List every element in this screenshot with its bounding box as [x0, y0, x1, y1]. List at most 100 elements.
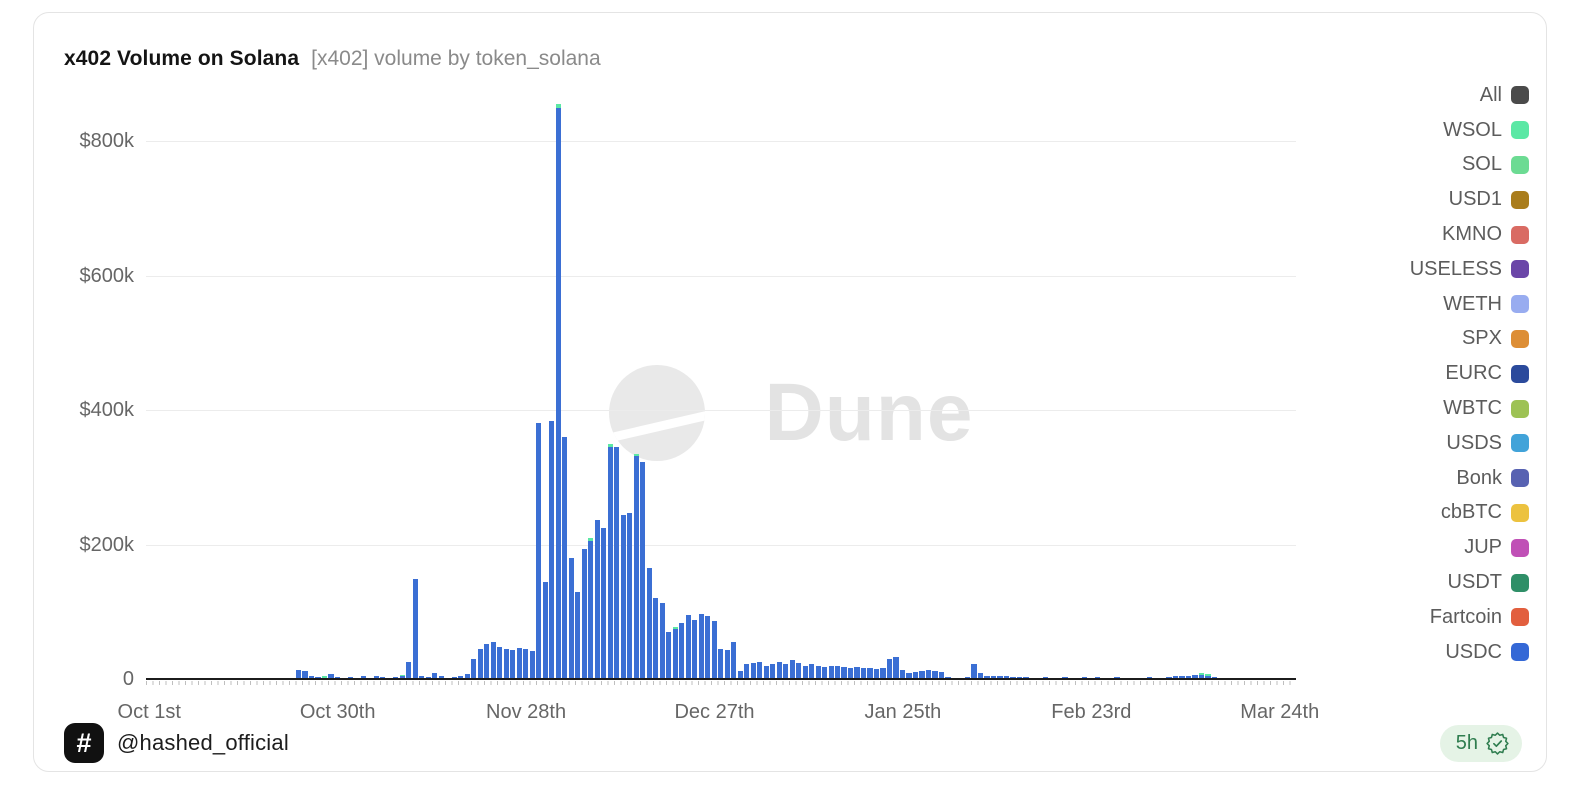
bar-jan-9[interactable] [796, 662, 802, 679]
bar-mar-12[interactable] [1198, 672, 1205, 679]
legend-item-bonk[interactable]: Bonk [1410, 461, 1529, 496]
bar-dec-20[interactable] [666, 631, 672, 679]
bar-feb-11[interactable] [1010, 676, 1016, 679]
bar-jan-4[interactable] [763, 665, 769, 679]
bar-jan-25[interactable] [899, 669, 906, 679]
bar-jan-13[interactable] [822, 666, 828, 679]
bar-dec-11[interactable] [607, 443, 613, 679]
bar-dec-8[interactable] [588, 538, 594, 679]
bar-nov-14[interactable] [432, 672, 438, 679]
bar-feb-7[interactable] [984, 676, 990, 679]
bar-jan-5[interactable] [770, 664, 776, 679]
bar-jan-17[interactable] [847, 667, 854, 679]
bar-dec-14[interactable] [627, 512, 633, 679]
bar-feb-4[interactable] [964, 676, 971, 679]
bar-dec-31[interactable] [737, 670, 743, 679]
bar-dec-29[interactable] [724, 650, 730, 679]
bar-jan-16[interactable] [841, 666, 847, 679]
bar-nov-18[interactable] [458, 675, 464, 679]
bar-mar-7[interactable] [1166, 676, 1172, 679]
bar-feb-10[interactable] [1003, 676, 1010, 679]
bar-jan-12[interactable] [815, 665, 821, 679]
bar-nov-12[interactable] [419, 675, 425, 679]
legend-item-wsol[interactable]: WSOL [1410, 113, 1529, 148]
bar-jan-14[interactable] [828, 665, 834, 679]
legend-item-wbtc[interactable]: WBTC [1410, 391, 1529, 426]
bar-nov-8[interactable] [393, 676, 399, 679]
bar-dec-10[interactable] [601, 527, 607, 679]
bar-dec-18[interactable] [653, 598, 659, 679]
bar-nov-23[interactable] [490, 642, 496, 679]
legend-item-spx[interactable]: SPX [1410, 322, 1529, 357]
bar-dec-27[interactable] [711, 621, 717, 679]
legend-item-usdt[interactable]: USDT [1410, 565, 1529, 600]
bar-nov-30[interactable] [536, 423, 542, 679]
bar-dec-13[interactable] [620, 514, 626, 679]
bar-nov-6[interactable] [380, 676, 386, 679]
bar-jan-29[interactable] [925, 670, 932, 679]
bar-jan-18[interactable] [854, 666, 860, 679]
legend-item-fartcoin[interactable]: Fartcoin [1410, 600, 1529, 635]
bar-dec-9[interactable] [594, 520, 600, 679]
bar-jan-8[interactable] [789, 660, 795, 679]
bar-nov-26[interactable] [510, 650, 516, 679]
bar-feb-24[interactable] [1094, 676, 1101, 679]
bar-mar-4[interactable] [1146, 676, 1153, 679]
bar-jan-20[interactable] [867, 667, 873, 679]
bar-oct-24[interactable] [295, 670, 302, 679]
bar-nov-17[interactable] [451, 676, 457, 679]
legend-item-cbbtc[interactable]: cbBTC [1410, 496, 1529, 531]
bar-dec-6[interactable] [575, 591, 581, 679]
bar-feb-5[interactable] [971, 664, 977, 679]
bar-oct-27[interactable] [315, 676, 321, 679]
legend-item-all[interactable]: All [1410, 78, 1529, 113]
bar-mar-9[interactable] [1179, 675, 1185, 679]
legend-item-useless[interactable]: USELESS [1410, 252, 1529, 287]
bar-jan-28[interactable] [919, 670, 925, 679]
bar-dec-25[interactable] [698, 613, 704, 679]
bar-jan-23[interactable] [886, 658, 893, 679]
bar-feb-6[interactable] [977, 672, 984, 679]
bar-nov-15[interactable] [438, 676, 444, 679]
bar-dec-17[interactable] [646, 568, 652, 679]
bar-nov-3[interactable] [360, 676, 366, 679]
bar-mar-11[interactable] [1192, 674, 1198, 679]
bar-dec-5[interactable] [568, 557, 574, 679]
bar-nov-13[interactable] [425, 676, 431, 679]
bar-feb-8[interactable] [990, 676, 997, 679]
bar-nov-22[interactable] [484, 644, 490, 679]
bar-jan-3[interactable] [757, 661, 763, 679]
bar-dec-22[interactable] [679, 622, 685, 679]
bar-feb-12[interactable] [1016, 676, 1023, 679]
bar-dec-21[interactable] [672, 626, 678, 679]
bar-nov-24[interactable] [497, 646, 503, 679]
legend-item-kmno[interactable]: KMNO [1410, 217, 1529, 252]
bar-nov-28[interactable] [523, 649, 529, 679]
bar-jan-1[interactable] [744, 664, 750, 679]
bar-jan-19[interactable] [860, 668, 867, 679]
bar-mar-10[interactable] [1185, 675, 1192, 679]
legend-item-usds[interactable]: USDS [1410, 426, 1529, 461]
bar-dec-15[interactable] [633, 453, 639, 679]
bar-mar-8[interactable] [1172, 676, 1179, 679]
bar-dec-16[interactable] [640, 462, 646, 679]
bar-series[interactable] [34, 13, 1548, 679]
bar-dec-23[interactable] [685, 615, 691, 679]
bar-feb-1[interactable] [945, 676, 951, 679]
bar-nov-19[interactable] [464, 673, 470, 679]
legend-item-weth[interactable]: WETH [1410, 287, 1529, 322]
bar-dec-28[interactable] [718, 648, 724, 679]
bar-nov-20[interactable] [471, 658, 477, 679]
legend-item-usdc[interactable]: USDC [1410, 635, 1529, 670]
bar-jan-21[interactable] [873, 668, 880, 679]
bar-feb-22[interactable] [1081, 676, 1088, 679]
bar-oct-30[interactable] [334, 676, 340, 679]
bar-jan-26[interactable] [906, 672, 912, 679]
bar-nov-1[interactable] [347, 676, 353, 679]
bar-oct-28[interactable] [321, 675, 328, 679]
bar-nov-9[interactable] [399, 674, 405, 679]
bar-dec-7[interactable] [581, 549, 587, 679]
legend-item-usd1[interactable]: USD1 [1410, 182, 1529, 217]
bar-jan-24[interactable] [893, 656, 899, 679]
bar-oct-25[interactable] [302, 670, 308, 679]
